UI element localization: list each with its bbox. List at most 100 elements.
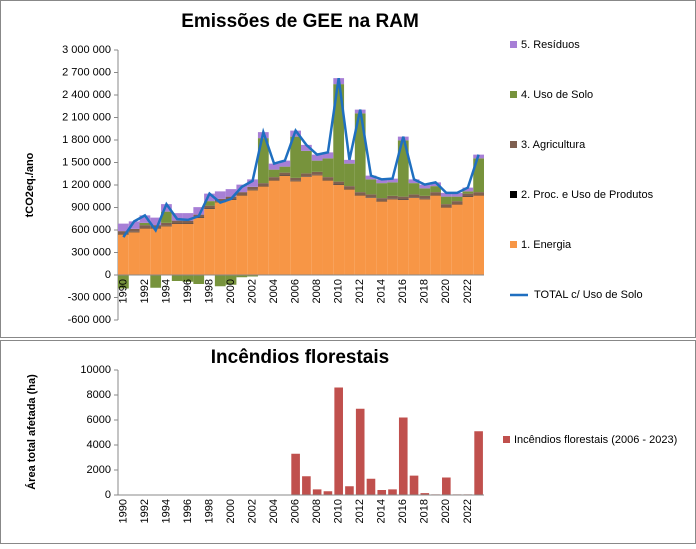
bar — [355, 192, 366, 195]
bar — [430, 192, 441, 195]
y-tick-label: 1 200 000 — [62, 179, 111, 191]
x-tick-label: 1992 — [139, 279, 151, 303]
legend-swatch — [510, 41, 517, 48]
bar — [367, 479, 376, 495]
bar — [301, 151, 312, 174]
bar — [258, 183, 269, 186]
bar — [345, 486, 354, 495]
bar — [269, 181, 280, 276]
bar — [355, 196, 366, 276]
bar — [376, 202, 387, 276]
bar — [366, 179, 377, 194]
bar — [140, 223, 151, 225]
y-tick-label: 1 800 000 — [62, 134, 111, 146]
bar — [215, 191, 226, 199]
x-tick-label: 2006 — [290, 279, 302, 303]
y-tick-label: -300 000 — [68, 291, 111, 303]
bar — [398, 200, 409, 275]
bar — [312, 161, 323, 172]
bar — [344, 186, 355, 189]
bar — [269, 177, 280, 180]
bar — [301, 177, 312, 275]
bar — [399, 418, 408, 496]
x-tick-label: 2008 — [311, 279, 323, 303]
bar — [247, 190, 258, 275]
bar — [312, 172, 323, 175]
y-tick-label: 600 000 — [71, 224, 111, 236]
legend-label: 3. Agricultura — [521, 139, 586, 151]
bar — [302, 476, 311, 495]
bar — [366, 194, 377, 197]
x-tick-label: 2006 — [290, 499, 302, 523]
bar — [247, 187, 258, 190]
bar — [226, 200, 237, 275]
y-tick-label: 2 100 000 — [62, 111, 111, 123]
x-tick-label: 2000 — [225, 499, 237, 523]
bar — [290, 181, 301, 275]
bar — [140, 229, 151, 276]
x-tick-label: 2002 — [246, 499, 258, 523]
bar — [462, 191, 473, 193]
bar — [193, 218, 204, 275]
x-tick-label: 1992 — [139, 499, 151, 523]
bar — [118, 235, 129, 276]
legend-label: 1. Energia — [521, 239, 572, 251]
x-tick-label: 2014 — [376, 499, 388, 523]
y-tick-label: 8000 — [87, 389, 111, 401]
bar — [419, 188, 430, 196]
bar — [344, 160, 355, 164]
bar — [473, 192, 484, 195]
bar — [442, 478, 451, 496]
x-tick-label: 2022 — [462, 499, 474, 523]
bar — [313, 489, 322, 495]
x-tick-label: 2016 — [397, 279, 409, 303]
x-tick-label: 1994 — [160, 499, 172, 523]
x-tick-label: 2018 — [419, 499, 431, 523]
bar — [409, 194, 420, 197]
x-tick-label: 2008 — [311, 499, 323, 523]
y-tick-label: 2000 — [87, 464, 111, 476]
bar — [290, 178, 301, 181]
x-tick-label: 2016 — [397, 499, 409, 523]
bar — [409, 183, 420, 194]
y-tick-label: 300 000 — [71, 246, 111, 258]
chart-title: Incêndios florestais — [211, 347, 389, 368]
bar — [387, 199, 398, 275]
x-tick-label: 1996 — [182, 499, 194, 523]
bar — [344, 164, 355, 187]
y-axis-title: tCO2eq./ano — [24, 152, 36, 217]
x-tick-label: 1998 — [203, 279, 215, 303]
y-tick-label: 4000 — [87, 439, 111, 451]
bar — [377, 490, 386, 495]
bar — [161, 226, 172, 275]
bar — [323, 158, 334, 177]
x-tick-label: 2004 — [268, 279, 280, 303]
bar — [473, 196, 484, 276]
bar — [419, 199, 430, 275]
bar — [258, 187, 269, 276]
bar — [279, 167, 290, 173]
x-tick-label: 1994 — [160, 279, 172, 303]
bar — [129, 232, 140, 275]
bar — [204, 209, 215, 275]
x-tick-label: 2014 — [376, 279, 388, 303]
x-tick-label: 2012 — [354, 499, 366, 523]
bar — [376, 198, 387, 201]
x-tick-label: 1990 — [117, 499, 129, 523]
x-tick-label: 2018 — [419, 279, 431, 303]
bar — [452, 201, 463, 204]
x-tick-label: 2020 — [440, 279, 452, 303]
bar — [279, 176, 290, 275]
bar — [183, 224, 194, 275]
y-tick-label: 2 700 000 — [62, 66, 111, 78]
y-tick-label: 1 500 000 — [62, 156, 111, 168]
y-tick-label: 3 000 000 — [62, 44, 111, 56]
bar — [387, 182, 398, 196]
bar — [279, 173, 290, 176]
bar — [409, 198, 420, 275]
legend-label: Incêndios florestais (2006 - 2023) — [514, 434, 677, 446]
bar — [430, 196, 441, 276]
bar — [161, 223, 172, 226]
